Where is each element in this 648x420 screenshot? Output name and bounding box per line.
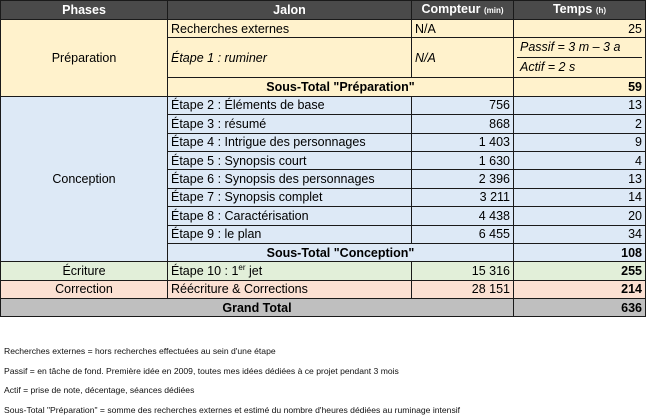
compteur-cell: 756 <box>412 96 514 114</box>
time-table: Phases Jalon Compteur (min) Temps (h) Pr… <box>0 0 646 317</box>
header-compteur-unit: (min) <box>484 6 504 15</box>
compteur-cell: 6 455 <box>412 225 514 243</box>
grand-total-label: Grand Total <box>1 299 514 317</box>
compteur-cell: 2 396 <box>412 170 514 188</box>
table-row-correction: Correction Réécriture & Corrections 28 1… <box>1 280 646 298</box>
footnote: Sous-Total "Préparation" = somme des rec… <box>4 401 644 420</box>
compteur-cell: N/A <box>412 20 514 38</box>
temps-cell: 4 <box>514 151 646 169</box>
jalon-cell: Étape 2 : Éléments de base <box>168 96 412 114</box>
jalon-cell: Étape 3 : résumé <box>168 115 412 133</box>
jalon-cell: Étape 9 : le plan <box>168 225 412 243</box>
jalon-prefix: Étape 10 : 1 <box>171 264 238 278</box>
temps-cell: 13 <box>514 96 646 114</box>
phase-cell-correction: Correction <box>1 280 168 298</box>
header-phases: Phases <box>1 1 168 20</box>
phase-cell-preparation: Préparation <box>1 20 168 97</box>
temps-cell: 255 <box>514 262 646 280</box>
jalon-cell: Étape 1 : ruminer <box>168 38 412 78</box>
subtotal-label: Sous-Total "Conception" <box>168 243 514 261</box>
compteur-cell: 15 316 <box>412 262 514 280</box>
subtotal-label: Sous-Total "Préparation" <box>168 78 514 96</box>
jalon-cell: Étape 8 : Caractérisation <box>168 207 412 225</box>
passif-value: Passif = 3 m – 3 a <box>517 38 642 57</box>
temps-cell: 25 <box>514 20 646 38</box>
jalon-cell: Étape 10 : 1er jet <box>168 262 412 280</box>
subtotal-value: 59 <box>514 78 646 96</box>
footnotes: Recherches externes = hors recherches ef… <box>4 342 644 420</box>
footnote: Recherches externes = hors recherches ef… <box>4 342 644 362</box>
grand-total-value: 636 <box>514 299 646 317</box>
temps-cell: 20 <box>514 207 646 225</box>
jalon-cell: Étape 7 : Synopsis complet <box>168 188 412 206</box>
subtotal-value: 108 <box>514 243 646 261</box>
grand-total-row: Grand Total 636 <box>1 299 646 317</box>
temps-cell: 13 <box>514 170 646 188</box>
temps-cell: 214 <box>514 280 646 298</box>
jalon-cell: Étape 6 : Synopsis des personnages <box>168 170 412 188</box>
phase-cell-ecriture: Écriture <box>1 262 168 280</box>
header-row: Phases Jalon Compteur (min) Temps (h) <box>1 1 646 20</box>
jalon-cell: Recherches externes <box>168 20 412 38</box>
temps-split-cell: Passif = 3 m – 3 a Actif = 2 s <box>514 38 646 78</box>
table-row: Conception Étape 2 : Éléments de base 75… <box>1 96 646 114</box>
table-row: Préparation Recherches externes N/A 25 <box>1 20 646 38</box>
phase-cell-conception: Conception <box>1 96 168 262</box>
compteur-cell: 1 403 <box>412 133 514 151</box>
temps-cell: 34 <box>514 225 646 243</box>
header-temps-unit: (h) <box>596 6 606 15</box>
jalon-sup: er <box>238 263 245 272</box>
actif-value: Actif = 2 s <box>517 57 642 77</box>
footnote: Passif = en tâche de fond. Première idée… <box>4 362 644 382</box>
compteur-cell: N/A <box>412 38 514 78</box>
jalon-cell: Étape 4 : Intrigue des personnages <box>168 133 412 151</box>
temps-cell: 9 <box>514 133 646 151</box>
table-row-ecriture: Écriture Étape 10 : 1er jet 15 316 255 <box>1 262 646 280</box>
compteur-cell: 1 630 <box>412 151 514 169</box>
temps-cell: 14 <box>514 188 646 206</box>
compteur-cell: 4 438 <box>412 207 514 225</box>
header-jalon: Jalon <box>168 1 412 20</box>
jalon-cell: Réécriture & Corrections <box>168 280 412 298</box>
header-temps-label: Temps <box>553 2 592 16</box>
temps-cell: 2 <box>514 115 646 133</box>
header-compteur: Compteur (min) <box>412 1 514 20</box>
compteur-cell: 868 <box>412 115 514 133</box>
footnote: Actif = prise de note, décentage, séance… <box>4 381 644 401</box>
jalon-cell: Étape 5 : Synopsis court <box>168 151 412 169</box>
compteur-cell: 28 151 <box>412 280 514 298</box>
header-compteur-label: Compteur <box>421 2 480 16</box>
header-temps: Temps (h) <box>514 1 646 20</box>
compteur-cell: 3 211 <box>412 188 514 206</box>
jalon-suffix: jet <box>246 264 263 278</box>
